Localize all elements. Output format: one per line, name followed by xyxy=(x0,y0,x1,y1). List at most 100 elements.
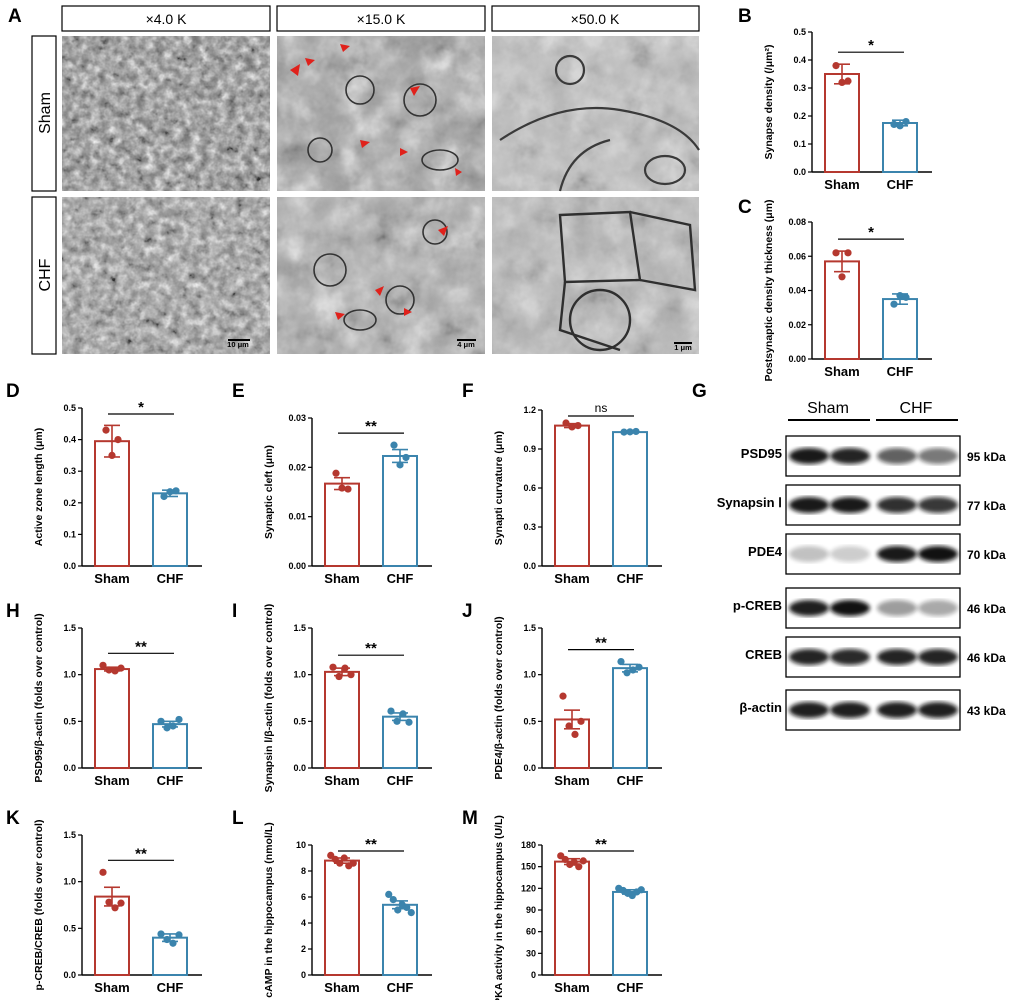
western-blot: Sham CHF PSD95 95 kDa Synapsin Ⅰ 77 kDa PDE4… xyxy=(717,400,1006,731)
data-point xyxy=(338,484,346,492)
data-point xyxy=(571,730,579,739)
significance-marker: ** xyxy=(595,635,607,652)
significance-marker: ** xyxy=(365,836,377,853)
micrograph-sham-4k xyxy=(62,36,270,191)
y-tick-label: 0 xyxy=(531,970,536,980)
y-tick-label: 10 xyxy=(296,840,306,850)
data-point xyxy=(108,451,116,459)
data-point xyxy=(111,667,119,675)
bar-sham xyxy=(94,668,130,769)
chart-camp: 0 2 4 6 8 10 cAMP in the hippocampus (nmol/L) S… xyxy=(263,822,432,998)
data-point xyxy=(407,909,415,917)
significance-marker: * xyxy=(868,224,874,241)
y-tick-label: 0.5 xyxy=(523,716,536,726)
bar-sham xyxy=(94,440,130,567)
y-tick-label: 0.1 xyxy=(793,139,806,149)
data-point xyxy=(105,666,113,674)
row-label-chf: CHF xyxy=(31,196,57,355)
data-point xyxy=(163,935,171,944)
y-axis-label: Synapse density (/μm²) xyxy=(763,45,775,160)
data-point xyxy=(832,62,840,70)
data-point xyxy=(838,273,846,281)
wb-band xyxy=(789,600,829,616)
significance-marker: ** xyxy=(135,638,147,655)
data-point xyxy=(890,300,898,308)
wb-band xyxy=(789,546,829,562)
wb-protein-label: PSD95 xyxy=(741,446,782,461)
y-tick-label: 1.2 xyxy=(523,405,536,415)
wb-protein-label: PDE4 xyxy=(748,544,783,559)
data-point xyxy=(332,469,340,477)
category-label: CHF xyxy=(887,364,914,379)
wb-size-label: 70 kDa xyxy=(967,548,1006,562)
wb-size-label: 43 kDa xyxy=(967,704,1006,718)
significance-marker: * xyxy=(138,399,144,416)
y-tick-label: 1.5 xyxy=(63,623,76,633)
data-point xyxy=(617,658,625,666)
y-axis-label: PKA activity in the hippocampus (U/L) xyxy=(493,815,505,1000)
data-point xyxy=(349,859,357,867)
data-point xyxy=(111,904,119,912)
panel-letter-c: C xyxy=(738,197,752,218)
data-point xyxy=(402,453,410,462)
panel-letter-j: J xyxy=(462,601,473,622)
y-axis-label: Postsynaptic density thickness (μm) xyxy=(763,199,775,381)
y-tick-label: 90 xyxy=(526,905,536,915)
category-label: Sham xyxy=(324,980,359,995)
category-label: Sham xyxy=(94,773,129,788)
wb-size-label: 46 kDa xyxy=(967,651,1006,665)
panel-a: A ×4.0 K ×15.0 K ×50.0 K Sham CHF xyxy=(8,5,700,355)
y-tick-label: 0.5 xyxy=(293,716,306,726)
y-tick-label: 0.0 xyxy=(63,763,76,773)
significance-marker: ** xyxy=(595,836,607,853)
wb-band xyxy=(789,448,829,464)
data-point xyxy=(99,868,107,876)
chart-synapse-density: 0.0 0.1 0.2 0.3 0.4 0.5 Synapse density (/μm²)… xyxy=(763,27,932,192)
wb-band xyxy=(918,600,958,616)
data-point xyxy=(340,854,348,862)
category-label: Sham xyxy=(94,571,129,586)
wb-band xyxy=(918,702,958,718)
data-point xyxy=(172,487,180,495)
data-point xyxy=(336,859,344,867)
data-point xyxy=(562,419,570,427)
category-label: CHF xyxy=(157,571,184,586)
data-point xyxy=(169,939,177,947)
scale-bar-label: 1 μm xyxy=(674,343,692,352)
data-point xyxy=(896,292,904,300)
data-point xyxy=(393,717,401,725)
wb-band xyxy=(877,448,917,464)
y-tick-label: 0.5 xyxy=(793,27,806,37)
magnification-header-1: ×4.0 K xyxy=(61,5,271,32)
y-tick-label: 0.02 xyxy=(788,320,806,330)
y-tick-label: 0.0 xyxy=(523,763,536,773)
bar-chf xyxy=(382,903,418,976)
data-point xyxy=(632,427,640,436)
data-point xyxy=(160,492,168,501)
y-tick-label: 0.4 xyxy=(63,435,76,445)
y-tick-label: 0.0 xyxy=(523,561,536,571)
y-tick-label: 1.5 xyxy=(293,623,306,633)
bar-chf xyxy=(882,298,918,360)
wb-protein-label: p-CREB xyxy=(733,598,782,613)
chart-synaptic-cleft: 0.00 0.01 0.02 0.03 Synaptic cleft (μm) Sham C… xyxy=(263,413,432,586)
category-label: Sham xyxy=(824,364,859,379)
data-point xyxy=(163,724,171,732)
panel-letter-e: E xyxy=(232,381,245,402)
data-point xyxy=(838,78,846,86)
data-point xyxy=(175,931,183,939)
chart-active-zone-length: 0.0 0.1 0.2 0.3 0.4 0.5 Active zone length (μm… xyxy=(33,399,202,586)
data-point xyxy=(157,930,165,938)
data-point xyxy=(623,669,631,677)
chart-postsynaptic-density-thickness: 0.00 0.02 0.04 0.06 0.08 Postsynaptic density… xyxy=(763,199,932,382)
category-label: CHF xyxy=(387,571,414,586)
y-tick-label: 0.2 xyxy=(793,111,806,121)
wb-band xyxy=(877,702,917,718)
wb-band xyxy=(789,497,829,513)
data-point xyxy=(559,692,567,700)
panel-letter-b: B xyxy=(738,6,752,27)
y-tick-label: 0.00 xyxy=(788,354,806,364)
data-point xyxy=(565,722,573,730)
y-tick-label: 1.5 xyxy=(63,830,76,840)
bar-sham xyxy=(324,670,360,769)
